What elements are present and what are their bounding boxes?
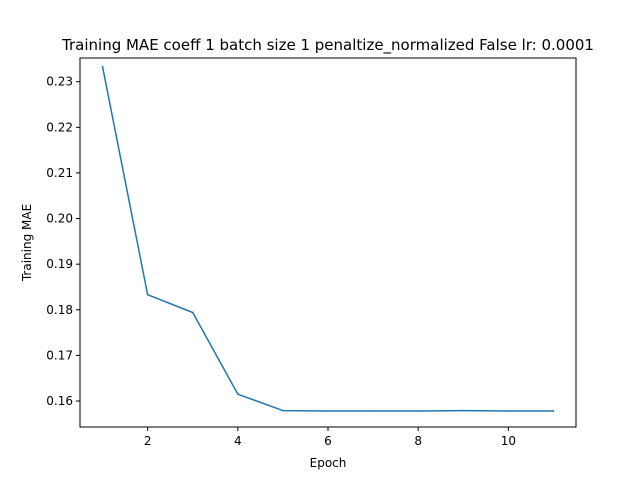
x-tick-label: 4	[234, 434, 242, 448]
chart-title: Training MAE coeff 1 batch size 1 penalt…	[61, 36, 594, 55]
y-tick-label: 0.21	[46, 166, 73, 180]
x-tick-label: 6	[324, 434, 332, 448]
data-point	[146, 293, 149, 296]
data-point	[417, 410, 419, 412]
plot-area: 2 4 6 8 10 0.16 0.17 0.18 0.19 0.20 0.21 0.22 0.23	[46, 65, 555, 448]
x-axis-label: Epoch	[310, 456, 347, 470]
data-point	[462, 409, 465, 412]
data-point	[282, 409, 284, 412]
y-tick-label: 0.16	[46, 394, 73, 408]
y-tick-label: 0.23	[46, 75, 73, 89]
x-tick-label: 8	[414, 434, 422, 448]
x-tick-label: 10	[501, 434, 516, 448]
plot-frame	[79, 57, 577, 428]
y-tick-label: 0.20	[46, 212, 73, 226]
data-point	[507, 410, 510, 412]
data-point	[191, 311, 194, 314]
y-axis-label: Training MAE	[20, 204, 34, 282]
x-tick-label: 2	[144, 434, 152, 448]
data-point	[101, 65, 104, 68]
y-tick-label: 0.17	[46, 348, 73, 362]
data-point	[237, 393, 239, 395]
data-point	[372, 410, 374, 412]
y-tick-label: 0.22	[46, 120, 73, 134]
y-tick-label: 0.19	[46, 257, 73, 271]
y-tick-label: 0.18	[46, 303, 73, 317]
data-point	[552, 410, 555, 412]
data-point	[327, 410, 329, 412]
